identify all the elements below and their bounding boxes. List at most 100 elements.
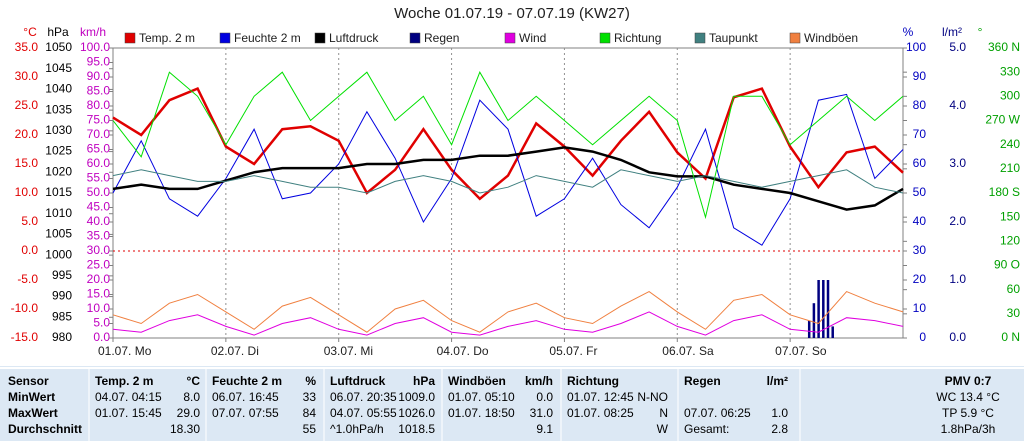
y-tick-label: 50.0 xyxy=(87,185,111,199)
cell-value: N-NO xyxy=(637,390,668,404)
y-tick-label: 330 xyxy=(1000,64,1020,78)
y-tick-label: 25.0 xyxy=(15,98,39,112)
y-tick-label: 90 O xyxy=(994,258,1020,272)
table-header: Luftdruck xyxy=(330,374,386,388)
axis-unit: ° xyxy=(978,25,983,39)
y-tick-label: 10.0 xyxy=(15,185,39,199)
x-tick-label: 01.07. Mo xyxy=(98,344,152,358)
cell-value: 1.0 xyxy=(771,406,788,420)
y-tick-label: 70.0 xyxy=(87,127,111,141)
y-tick-label: 1010 xyxy=(45,206,72,220)
y-tick-label: 995 xyxy=(52,268,72,282)
y-tick-label: -10.0 xyxy=(11,301,39,315)
cell-time: ^1.0hPa/h xyxy=(330,422,384,436)
cell-value: 0.0 xyxy=(536,390,553,404)
rain-bar xyxy=(812,303,816,338)
legend-label: Windböen xyxy=(804,31,858,45)
y-tick-label: 1.0 xyxy=(949,272,966,286)
rain-bar xyxy=(826,280,830,338)
legend-swatch xyxy=(219,32,231,44)
y-tick-label: 2.0 xyxy=(949,214,966,228)
table-background xyxy=(0,366,1024,441)
table-header: Regen xyxy=(684,374,721,388)
y-tick-label: 45.0 xyxy=(87,200,111,214)
legend-swatch xyxy=(504,32,516,44)
y-tick-label: 20 xyxy=(913,272,927,286)
y-tick-label: 30 xyxy=(1007,306,1021,320)
x-tick-label: 07.07. So xyxy=(775,344,827,358)
legend-label: Feuchte 2 m xyxy=(234,31,301,45)
cell-time: 01.07. 18:50 xyxy=(448,406,515,420)
y-tick-label: 90 xyxy=(913,69,927,83)
chart-title: Woche 01.07.19 - 07.07.19 (KW27) xyxy=(394,5,630,22)
y-tick-label: 70 xyxy=(913,127,927,141)
rain-bar xyxy=(817,280,820,338)
y-tick-label: 270 W xyxy=(985,113,1020,127)
y-tick-label: 95.0 xyxy=(87,55,111,69)
pmv-cell: TP 5.9 °C xyxy=(942,406,994,420)
cell-time: 04.07. 05:55 xyxy=(330,406,397,420)
axis-unit: hPa xyxy=(47,25,69,39)
legend-swatch xyxy=(409,32,421,44)
y-tick-label: 1045 xyxy=(45,61,72,75)
y-tick-label: 80.0 xyxy=(87,98,111,112)
cell-time: 01.07. 05:10 xyxy=(448,390,515,404)
cell-value: 1018.5 xyxy=(398,422,435,436)
y-tick-label: 15.0 xyxy=(15,156,39,170)
table-header: Temp. 2 m xyxy=(95,374,153,388)
y-tick-label: 5.0 xyxy=(93,316,110,330)
cell-value: 55 xyxy=(303,422,317,436)
y-tick-label: 25.0 xyxy=(87,258,111,272)
cell-time: Gesamt: xyxy=(684,422,729,436)
cell-value: 31.0 xyxy=(530,406,554,420)
table-header-unit: km/h xyxy=(525,374,553,388)
y-tick-label: 75.0 xyxy=(87,113,111,127)
y-tick-label: 80 xyxy=(913,98,927,112)
legend-swatch xyxy=(314,32,326,44)
y-tick-label: 1000 xyxy=(45,247,72,261)
y-tick-label: 35.0 xyxy=(15,40,39,54)
series-line xyxy=(112,311,904,336)
series-line xyxy=(112,93,904,246)
y-tick-label: 0.0 xyxy=(93,330,110,344)
series-line xyxy=(112,71,904,220)
axis-unit: °C xyxy=(23,25,37,39)
y-tick-label: 1040 xyxy=(45,82,72,96)
y-tick-label: 3.0 xyxy=(949,156,966,170)
cell-value: W xyxy=(657,422,669,436)
y-tick-label: 1020 xyxy=(45,164,72,178)
y-tick-label: 100.0 xyxy=(80,40,110,54)
y-tick-label: 60 xyxy=(913,156,927,170)
x-tick-label: 06.07. Sa xyxy=(662,344,714,358)
y-tick-label: 35.0 xyxy=(87,229,111,243)
y-tick-label: 60.0 xyxy=(87,156,111,170)
legend-label: Regen xyxy=(424,31,459,45)
y-tick-label: 0.0 xyxy=(21,243,38,257)
y-tick-label: 5.0 xyxy=(21,214,38,228)
y-tick-label: 1025 xyxy=(45,144,72,158)
table-header-unit: °C xyxy=(187,374,201,388)
y-tick-label: 65.0 xyxy=(87,142,111,156)
legend-label: Wind xyxy=(519,31,546,45)
legend-label: Taupunkt xyxy=(709,31,758,45)
legend-swatch xyxy=(789,32,801,44)
y-tick-label: 1015 xyxy=(45,185,72,199)
table-header-unit: l/m² xyxy=(767,374,788,388)
table-header: PMV 0:7 xyxy=(945,374,992,388)
y-tick-label: 30 xyxy=(913,243,927,257)
y-tick-label: -5.0 xyxy=(17,272,38,286)
cell-value: 8.0 xyxy=(183,390,200,404)
legend-label: Richtung xyxy=(614,31,661,45)
cell-time: 07.07. 06:25 xyxy=(684,406,751,420)
legend-label: Temp. 2 m xyxy=(139,31,195,45)
table-header: Feuchte 2 m xyxy=(212,374,282,388)
legend-label: Luftdruck xyxy=(329,31,379,45)
cell-value: 1009.0 xyxy=(398,390,435,404)
y-tick-label: 100 xyxy=(906,40,926,54)
cell-value: 84 xyxy=(303,406,317,420)
y-tick-label: 40 xyxy=(913,214,927,228)
y-tick-label: 30.0 xyxy=(87,243,111,257)
series-line xyxy=(112,169,904,194)
y-tick-label: 10 xyxy=(913,301,927,315)
axis-unit: km/h xyxy=(80,25,106,39)
